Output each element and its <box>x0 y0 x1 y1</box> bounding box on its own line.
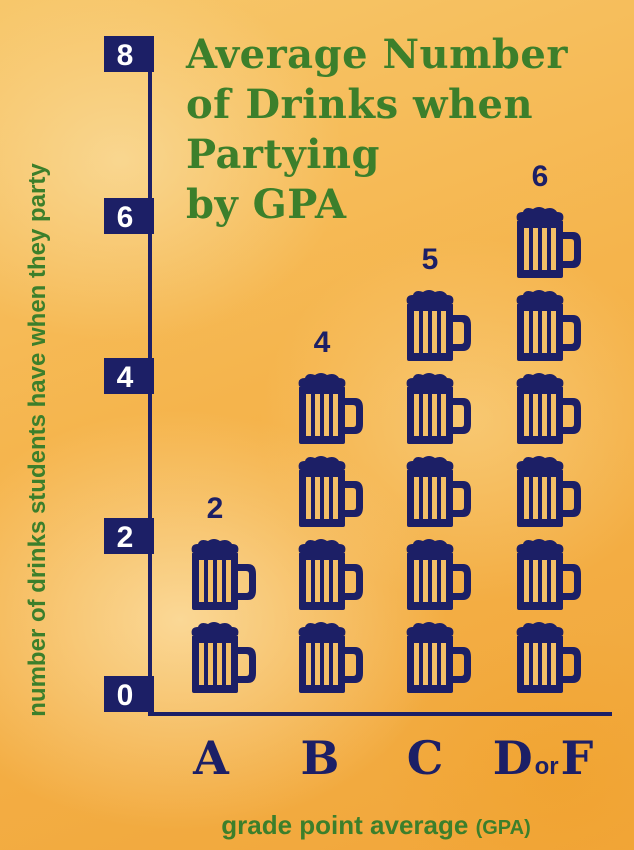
x-axis-label-main: grade point average <box>221 810 469 840</box>
x-axis-label: grade point average (GPA) <box>221 810 531 841</box>
beer-mug-icon <box>298 373 363 444</box>
beer-mug-icon <box>191 622 256 693</box>
beer-mug-icon <box>298 539 363 610</box>
beer-mug-icon <box>516 207 581 278</box>
beer-mug-icon <box>406 622 471 693</box>
y-tick-box <box>104 676 154 712</box>
beer-mug-icon <box>516 539 581 610</box>
beer-mug-icon <box>516 622 581 693</box>
beer-mug-icon <box>516 290 581 361</box>
beer-mug-icon <box>406 373 471 444</box>
beer-mug-icon <box>298 456 363 527</box>
beer-mug-icon <box>406 539 471 610</box>
y-tick-box <box>104 358 154 394</box>
beer-mug-icon <box>191 539 256 610</box>
data-label: 2 <box>207 492 224 525</box>
data-label: 6 <box>532 160 549 193</box>
y-tick-label: 6 <box>117 201 134 234</box>
x-axis-label-suffix: (GPA) <box>475 817 531 839</box>
chart-title-line: Partying <box>186 131 380 178</box>
beer-mug-icon <box>516 456 581 527</box>
chart-title-line: Average Number <box>186 31 568 78</box>
beer-mug-icon <box>406 290 471 361</box>
x-tick-label: DorF <box>493 731 594 785</box>
data-label: 5 <box>422 243 439 276</box>
y-tick-label: 8 <box>117 39 134 72</box>
y-tick-label: 2 <box>117 521 134 554</box>
data-label: 4 <box>314 326 331 359</box>
y-tick-box <box>104 198 154 234</box>
chart-title-line: of Drinks when <box>186 81 534 128</box>
y-axis-label: number of drinks students have when they… <box>24 163 51 717</box>
y-tick-label: 0 <box>117 679 134 712</box>
y-tick-box <box>104 36 154 72</box>
x-tick-label: C <box>407 731 444 785</box>
x-tick-label: B <box>301 731 340 785</box>
beer-mug-icon <box>406 456 471 527</box>
x-tick-label: A <box>192 731 230 785</box>
y-tick-box <box>104 518 154 554</box>
chart-title-line: by GPA <box>186 181 347 228</box>
beer-mug-icon <box>298 622 363 693</box>
y-tick-label: 4 <box>117 361 134 394</box>
beer-mug-icon <box>516 373 581 444</box>
